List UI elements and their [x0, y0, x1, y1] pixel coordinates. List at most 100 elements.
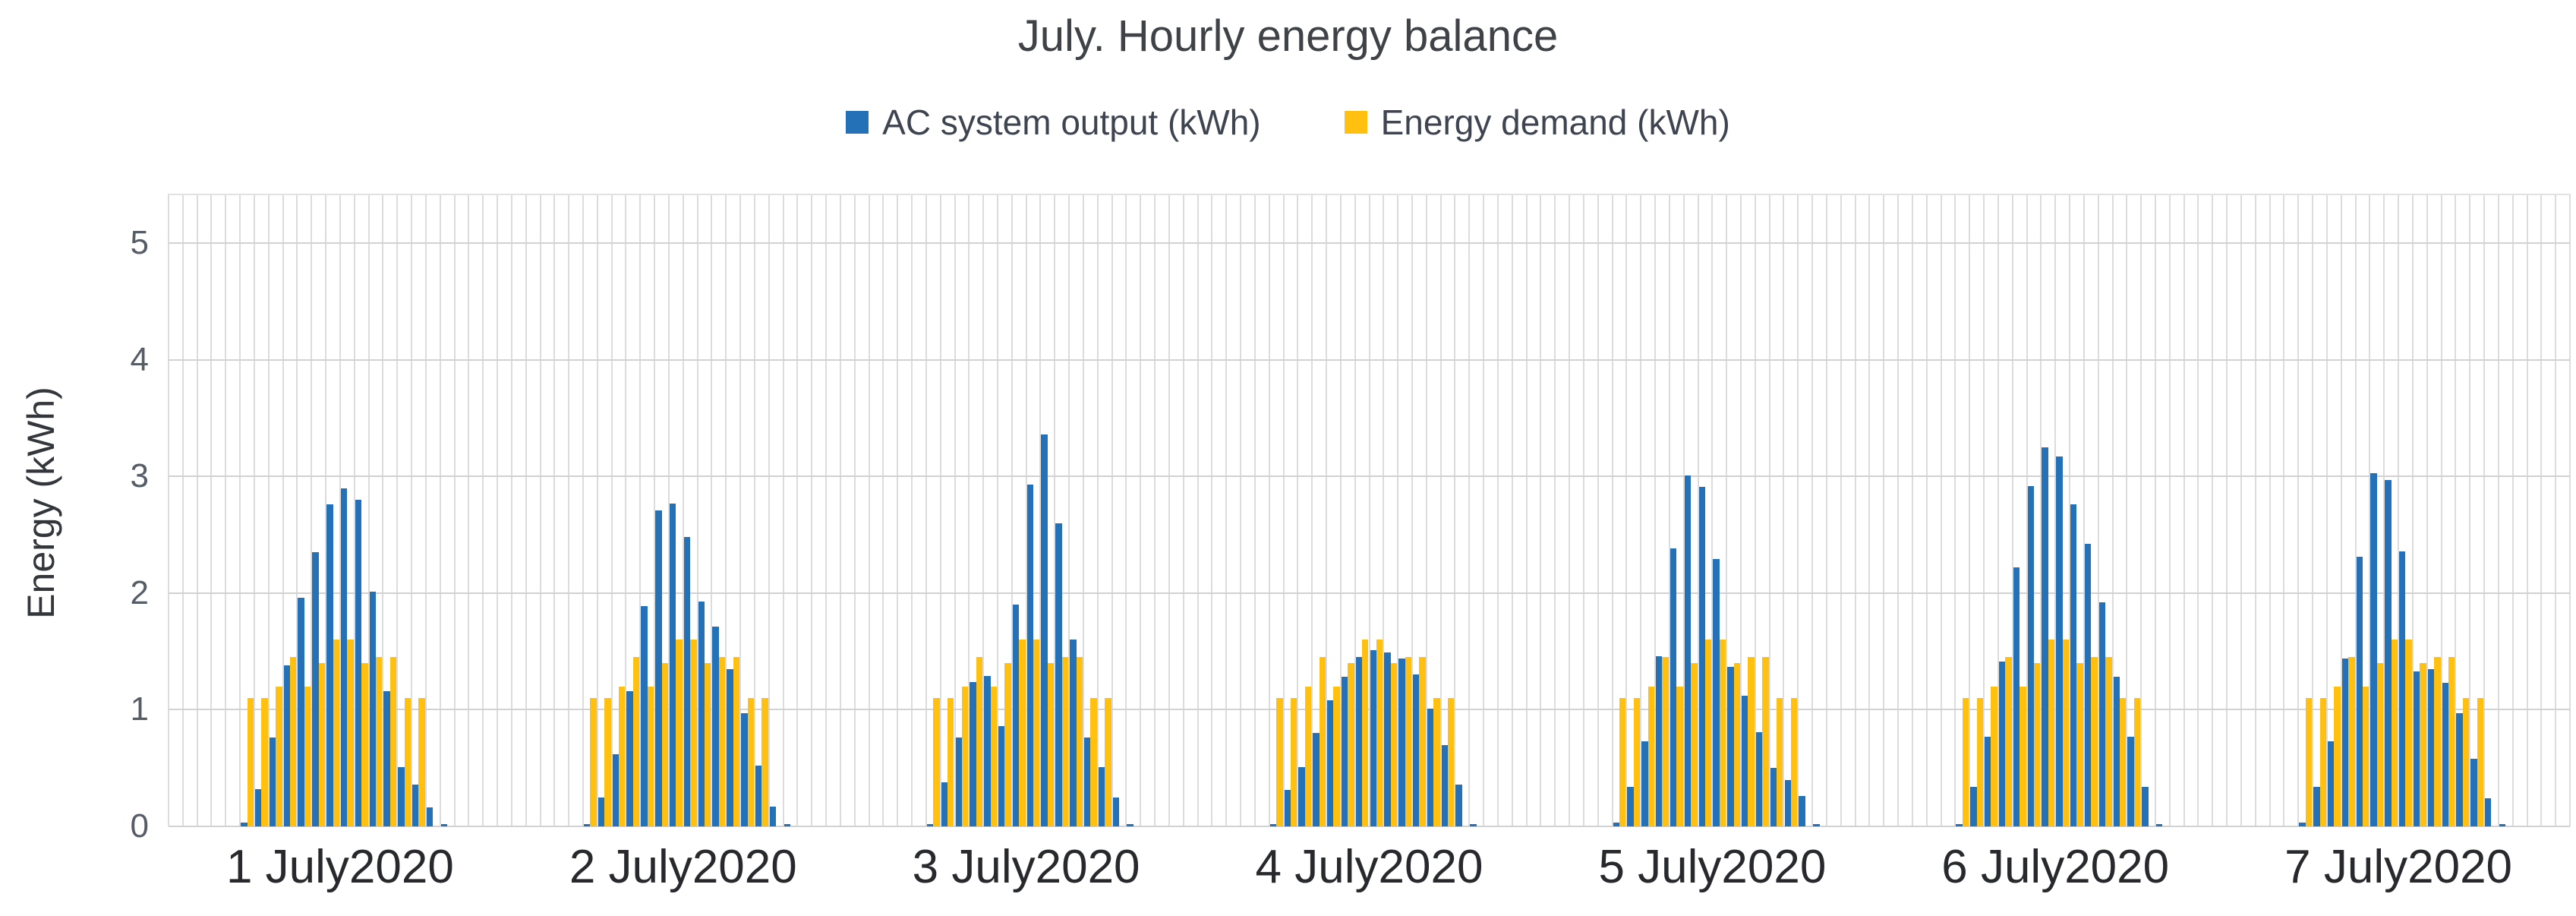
ac-output-bar [2327, 741, 2335, 826]
vertical-gridline [868, 194, 870, 826]
ac-output-bar [2427, 668, 2435, 826]
energy-demand-bar [1362, 640, 1369, 826]
ac-output-bar [2356, 557, 2363, 826]
ac-output-bar [1098, 766, 1105, 826]
vertical-gridline [239, 194, 241, 826]
vertical-gridline [2183, 194, 2185, 826]
ac-output-bar [955, 738, 962, 826]
vertical-gridline [1282, 194, 1285, 826]
ac-output-bar [1298, 766, 1305, 826]
vertical-gridline [396, 194, 399, 826]
ac-output-swatch-icon [846, 111, 869, 134]
vertical-gridline [897, 194, 899, 826]
x-axis-day-label: 6 July2020 [1941, 841, 2170, 893]
energy-demand-bar [2105, 657, 2112, 826]
ac-output-bar [1813, 823, 1820, 826]
x-axis-day-label: 7 July2020 [2284, 841, 2513, 893]
ac-output-bar [2013, 567, 2020, 826]
energy-demand-bar [1090, 698, 1097, 826]
ac-output-bar [755, 766, 762, 826]
vertical-gridline [1997, 194, 1999, 826]
energy-demand-bar [376, 657, 383, 826]
vertical-gridline [539, 194, 541, 826]
ac-output-bar [970, 681, 976, 826]
energy-demand-swatch-icon [1344, 111, 1367, 134]
vertical-gridline [1397, 194, 1399, 826]
energy-demand-bar [2319, 698, 2326, 826]
vertical-gridline [2555, 194, 2557, 826]
energy-demand-bar [2005, 657, 2012, 826]
energy-demand-bar [1633, 698, 1641, 826]
vertical-gridline [1125, 194, 1127, 826]
ac-output-bar [1055, 523, 1062, 826]
vertical-gridline [1783, 194, 1785, 826]
vertical-gridline [825, 194, 828, 826]
vertical-gridline [1168, 194, 1170, 826]
ac-output-bar [655, 510, 662, 826]
x-axis-labels: 1 July2020 2 July2020 3 July2020 4 July2020… [169, 840, 2570, 908]
ac-output-bar [1269, 823, 1277, 826]
energy-demand-bar [705, 663, 711, 826]
energy-demand-bar [1319, 657, 1326, 826]
energy-demand-bar [990, 686, 997, 826]
vertical-gridline [882, 194, 884, 826]
ac-output-bar [2098, 602, 2106, 826]
vertical-gridline [1225, 194, 1228, 826]
vertical-gridline [1740, 194, 1742, 826]
vertical-gridline [2369, 194, 2371, 826]
energy-demand-bar [2462, 698, 2470, 826]
ac-output-bar [1427, 708, 1434, 826]
energy-demand-bar [2334, 686, 2341, 826]
vertical-gridline [2354, 194, 2357, 826]
vertical-gridline [453, 194, 456, 826]
vertical-gridline [1268, 194, 1270, 826]
energy-demand-bar [1676, 686, 1683, 826]
x-axis-day-label: 2 July2020 [569, 841, 797, 893]
vertical-gridline [282, 194, 284, 826]
vertical-gridline [525, 194, 527, 826]
ac-output-bar [1698, 487, 1705, 826]
vertical-gridline [1540, 194, 1542, 826]
y-tick-label: 3 [130, 457, 149, 495]
vertical-gridline [1368, 194, 1370, 826]
vertical-gridline [1011, 194, 1013, 826]
vertical-gridline [2026, 194, 2028, 826]
vertical-gridline [1039, 194, 1042, 826]
energy-demand-bar [1047, 663, 1055, 826]
ac-output-bar [727, 668, 733, 826]
energy-demand-bar [976, 657, 983, 826]
energy-demand-bar [1733, 663, 1740, 826]
vertical-gridline [2126, 194, 2128, 826]
vertical-gridline [382, 194, 384, 826]
vertical-gridline [2140, 194, 2142, 826]
ac-output-bar [426, 807, 434, 826]
vertical-gridline [654, 194, 656, 826]
vertical-gridline [1425, 194, 1427, 826]
energy-demand-bar [318, 663, 326, 826]
ac-output-bar [1284, 790, 1291, 826]
energy-demand-bar [2348, 657, 2355, 826]
vertical-gridline [1597, 194, 1599, 826]
vertical-gridline [2083, 194, 2085, 826]
vertical-gridline [1439, 194, 1442, 826]
energy-demand-bar [2119, 698, 2127, 826]
energy-demand-bar [2305, 698, 2313, 826]
vertical-gridline [1240, 194, 1242, 826]
vertical-gridline [2254, 194, 2256, 826]
energy-demand-bar [333, 640, 339, 826]
vertical-gridline [267, 194, 270, 826]
vertical-gridline [311, 194, 313, 826]
ac-output-bar [241, 823, 248, 826]
energy-demand-bar [661, 663, 668, 826]
vertical-gridline [1640, 194, 1642, 826]
ac-output-bar [440, 823, 448, 826]
ac-output-bar [1127, 823, 1134, 826]
energy-demand-bar [2434, 657, 2441, 826]
ac-output-bar [1112, 797, 1119, 826]
horizontal-gridline [169, 709, 2570, 711]
energy-demand-bar [404, 698, 411, 826]
vertical-gridline [2155, 194, 2156, 826]
ac-output-bar [2127, 736, 2134, 826]
vertical-gridline [339, 194, 341, 826]
energy-demand-bar [1376, 640, 1383, 826]
